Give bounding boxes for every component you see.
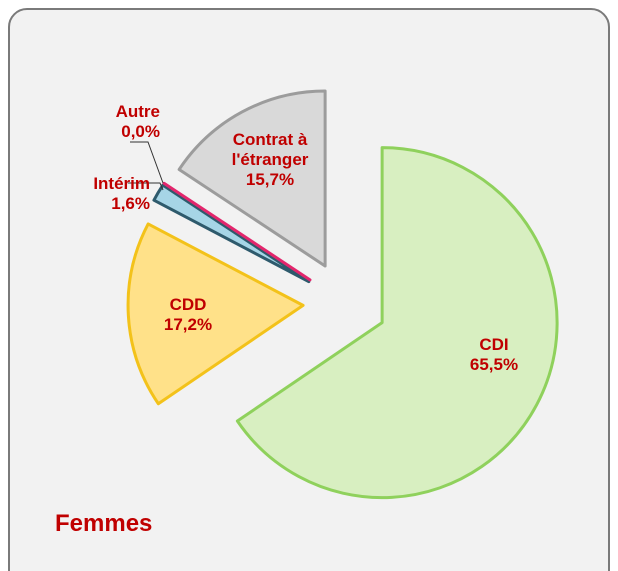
category-label: CDI [479, 335, 509, 354]
data-label: Autre 0,0% [50, 102, 160, 142]
category-label: CDD [169, 295, 207, 314]
category-label: Intérim [93, 174, 150, 193]
pie-slice [152, 183, 311, 284]
data-label: CDD 17,2% [133, 295, 243, 335]
data-label: CDI 65,5% [439, 335, 549, 375]
data-label: Intérim 1,6% [40, 174, 150, 214]
leader-line [130, 141, 164, 184]
category-label: Contrat à l'étranger [231, 130, 309, 169]
leader-line [128, 182, 164, 191]
category-label: Autre [115, 102, 160, 121]
value-label: 0,0% [121, 122, 160, 141]
pie-slice [162, 181, 312, 282]
value-label: 15,7% [245, 170, 295, 189]
value-label: 17,2% [163, 315, 213, 334]
pie-slice [126, 222, 305, 406]
data-label: Contrat à l'étranger 15,7% [215, 130, 325, 190]
value-label: 1,6% [111, 194, 150, 213]
pie-slice [177, 89, 327, 268]
chart-title: Femmes [55, 510, 153, 537]
value-label: 65,5% [469, 355, 519, 374]
pie-slice [235, 146, 559, 500]
